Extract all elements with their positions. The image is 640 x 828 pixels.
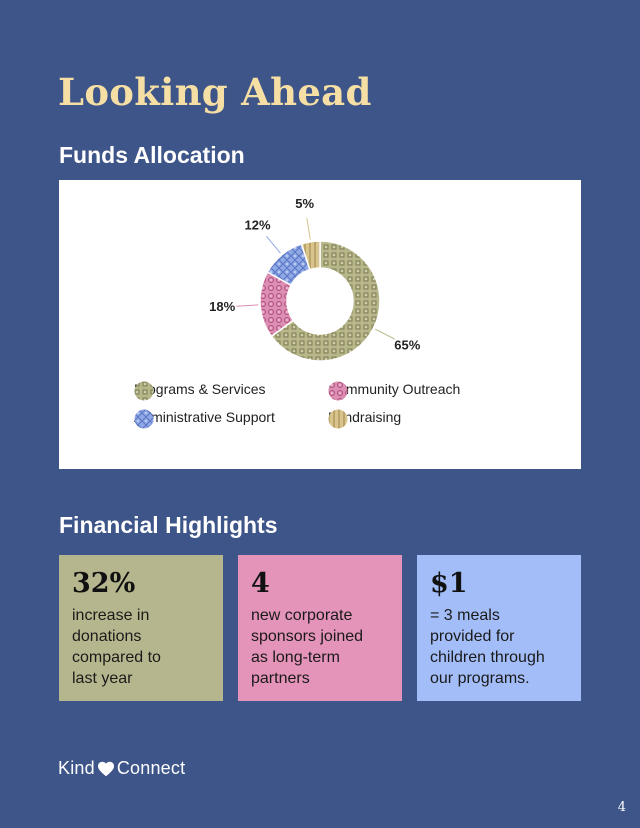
legend-item-outreach: Community Outreach — [328, 381, 461, 401]
highlight-line: = 3 meals — [430, 607, 500, 624]
donut-chart: 65% 18% 12% 5% — [209, 196, 421, 362]
page-title: Looking Ahead — [58, 70, 372, 114]
page-number: 4 — [617, 800, 626, 815]
donut-slice-fundraising — [300, 240, 321, 271]
kindconnect-logo: Kind Connect — [58, 758, 185, 779]
highlight-description: = 3 meals provided for children through … — [430, 605, 568, 689]
legend-label: Administrative Support — [134, 409, 275, 425]
legend-label: Programs & Services — [134, 381, 266, 397]
highlight-line: donations — [72, 628, 142, 645]
highlight-line: our programs. — [430, 670, 530, 687]
heart-icon — [97, 761, 114, 776]
leader-line-programs — [375, 328, 396, 340]
legend-swatch-fundraising — [328, 409, 348, 429]
legend-swatch-admin — [134, 409, 154, 429]
highlight-line: compared to — [72, 649, 161, 666]
highlight-line: sponsors joined — [251, 628, 364, 645]
highlight-value: 4 — [251, 568, 270, 599]
highlight-line: last year — [72, 670, 133, 687]
highlight-value: 32% — [72, 568, 136, 599]
highlight-card-donations: 32% increase in donations compared to la… — [59, 555, 223, 701]
highlight-card-meals: $1 = 3 meals provided for children throu… — [417, 555, 581, 701]
donut-slice-programs — [270, 240, 381, 362]
financial-highlights-heading: Financial Highlights — [59, 512, 278, 538]
data-label-outreach: 18% — [209, 299, 235, 314]
highlight-value: $1 — [430, 568, 468, 599]
logo-text-right: Connect — [116, 758, 186, 778]
highlight-line: new corporate — [251, 607, 353, 624]
highlight-description: new corporate sponsors joined as long-te… — [251, 605, 389, 689]
highlight-line: partners — [251, 670, 310, 687]
legend-item-programs: Programs & Services — [134, 381, 266, 401]
highlight-line: provided for — [430, 628, 515, 645]
data-label-programs: 65% — [394, 337, 420, 352]
data-label-admin: 12% — [245, 217, 271, 232]
legend-swatch-programs — [134, 381, 154, 401]
legend-item-admin: Administrative Support — [134, 409, 275, 429]
legend-label: Community Outreach — [328, 381, 461, 397]
logo-text-left: Kind — [58, 758, 95, 778]
leader-line-fundraising — [306, 217, 311, 240]
highlight-description: increase in donations compared to last y… — [72, 605, 210, 689]
leader-line-outreach — [236, 304, 259, 307]
legend-item-fundraising: Fundraising — [328, 409, 401, 429]
highlight-line: children through — [430, 649, 545, 666]
highlight-line: increase in — [72, 607, 150, 624]
data-label-fundraising: 5% — [295, 196, 314, 211]
funds-allocation-chart: 65% 18% 12% 5% Programs & Services Communit… — [59, 180, 581, 469]
highlight-line: as long-term — [251, 649, 340, 666]
highlight-card-sponsors: 4 new corporate sponsors joined as long-… — [238, 555, 402, 701]
legend-swatch-outreach — [328, 381, 348, 401]
leader-line-admin — [266, 235, 281, 254]
funds-allocation-heading: Funds Allocation — [59, 142, 245, 168]
